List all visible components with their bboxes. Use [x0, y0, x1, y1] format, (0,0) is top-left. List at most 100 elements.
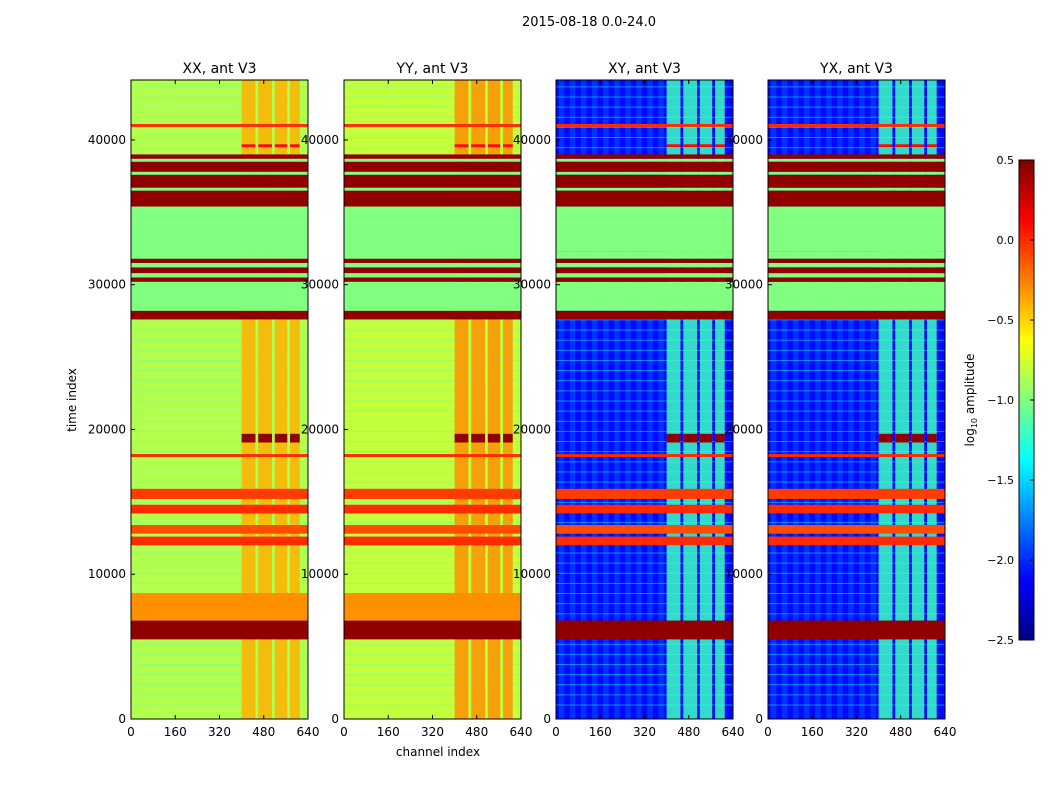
time-line: [556, 441, 733, 443]
time-band: [556, 277, 733, 282]
time-band: [556, 124, 733, 127]
colorbar-segment: [1019, 636, 1034, 641]
time-line: [131, 137, 308, 139]
colorbar-segment: [1019, 368, 1034, 373]
x-tick-label: 320: [845, 725, 868, 739]
time-band: [556, 190, 733, 207]
colorbar-segment: [1019, 380, 1034, 385]
time-band: [344, 251, 521, 259]
colorbar-segment: [1019, 416, 1034, 421]
colorbar-segment: [1019, 556, 1034, 561]
time-band: [241, 433, 256, 443]
time-line: [344, 451, 521, 453]
time-line: [344, 126, 521, 128]
time-line: [344, 339, 521, 341]
x-tick-label: 0: [340, 725, 348, 739]
time-line: [768, 663, 945, 665]
colorbar-segment: [1019, 220, 1034, 225]
colorbar-segment: [1019, 252, 1034, 257]
time-line: [768, 339, 945, 341]
time-line: [344, 380, 521, 382]
colorbar-segment: [1019, 316, 1034, 321]
time-band: [927, 433, 937, 443]
channel-block: [290, 80, 300, 719]
colorbar-segment: [1019, 452, 1034, 457]
y-tick-label: 30000: [725, 278, 763, 292]
colorbar-segment: [1019, 284, 1034, 289]
time-band: [344, 161, 521, 172]
colorbar-segment: [1019, 464, 1034, 469]
time-band: [487, 433, 501, 443]
time-line: [344, 663, 521, 665]
colorbar-segment: [1019, 348, 1034, 353]
colorbar-segment: [1019, 336, 1034, 341]
colorbar-tick-label: 0.5: [997, 154, 1015, 167]
figure-title: 2015-08-18 0.0-24.0: [522, 15, 656, 30]
time-line: [556, 501, 733, 503]
time-line: [556, 522, 733, 524]
colorbar-segment: [1019, 424, 1034, 429]
time-line: [556, 370, 733, 372]
colorbar-segment: [1019, 484, 1034, 489]
colorbar-segment: [1019, 272, 1034, 277]
time-band: [768, 154, 945, 159]
colorbar-segment: [1019, 224, 1034, 229]
colorbar-segment: [1019, 356, 1034, 361]
colorbar-segment: [1019, 384, 1034, 389]
time-band: [768, 124, 945, 127]
time-line: [768, 603, 945, 605]
y-tick-label: 20000: [725, 422, 763, 436]
colorbar-label: log10 amplitude: [963, 354, 979, 447]
time-band: [454, 433, 469, 443]
colorbar-tick-label: 0.0: [997, 234, 1015, 247]
time-band: [131, 277, 308, 282]
channel-stripe: [848, 80, 854, 719]
x-tick-label: 640: [934, 725, 957, 739]
colorbar-segment: [1019, 240, 1034, 245]
channel-stripe: [837, 80, 843, 719]
time-line: [556, 552, 733, 554]
time-band: [768, 525, 945, 534]
colorbar-segment: [1019, 276, 1034, 281]
colorbar-segment: [1019, 248, 1034, 253]
colorbar-segment: [1019, 604, 1034, 609]
colorbar-segment: [1019, 260, 1034, 265]
colorbar-segment: [1019, 400, 1034, 405]
time-band: [699, 433, 713, 443]
time-band: [911, 144, 925, 148]
time-line: [768, 572, 945, 574]
time-band: [768, 262, 945, 268]
time-band: [895, 433, 910, 443]
time-band: [131, 161, 308, 172]
x-tick-label: 160: [377, 725, 400, 739]
y-tick-label: 30000: [513, 278, 551, 292]
colorbar-segment: [1019, 264, 1034, 269]
colorbar-segment: [1019, 184, 1034, 189]
time-line: [768, 319, 945, 321]
time-band: [131, 251, 308, 259]
time-band: [768, 251, 945, 259]
colorbar-segment: [1019, 480, 1034, 485]
x-tick-label: 640: [297, 725, 320, 739]
channel-stripe: [647, 80, 653, 719]
colorbar-segment: [1019, 608, 1034, 613]
time-line: [344, 137, 521, 139]
time-band: [556, 267, 733, 274]
time-line: [768, 380, 945, 382]
time-band: [699, 144, 713, 148]
time-band: [344, 258, 521, 263]
time-band: [131, 174, 308, 188]
time-line: [131, 126, 308, 128]
y-tick-label: 40000: [301, 133, 339, 147]
colorbar-segment: [1019, 376, 1034, 381]
colorbar-segment: [1019, 436, 1034, 441]
time-band: [131, 262, 308, 268]
time-band: [131, 187, 308, 191]
colorbar-segment: [1019, 536, 1034, 541]
time-band: [768, 488, 945, 499]
time-band: [344, 187, 521, 191]
heatmap-panel: YY, ant V3 0 160 320 480 640 0 10000 20000 30000 4…: [301, 61, 533, 739]
channel-block: [927, 80, 937, 719]
time-line: [131, 461, 308, 463]
time-line: [344, 349, 521, 351]
